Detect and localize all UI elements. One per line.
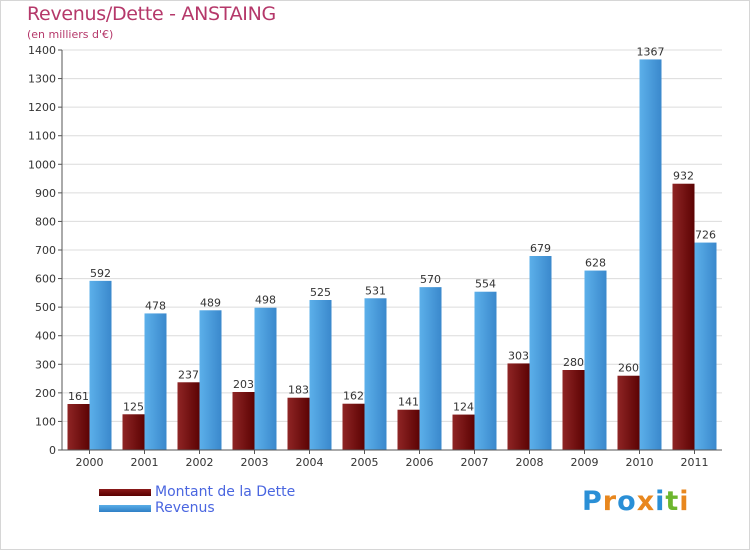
x-tick-label: 2004: [296, 456, 324, 469]
x-tick-label: 2003: [241, 456, 269, 469]
bar-debt-2008: [507, 363, 530, 450]
bar-debt-2004: [287, 397, 310, 450]
bar-revenue-2010: [639, 59, 662, 451]
logo-letter: o: [617, 486, 637, 517]
data-label-debt-2007: 124: [453, 401, 474, 414]
y-tick-label: 600: [35, 273, 56, 286]
y-tick-label: 1200: [28, 101, 56, 114]
bar-revenue-2000: [89, 280, 112, 450]
data-label-revenue-2009: 628: [585, 257, 606, 270]
bar-debt-2005: [342, 403, 365, 450]
x-tick-label: 2009: [571, 456, 599, 469]
bar-debt-2011: [672, 183, 695, 450]
y-tick-label: 1300: [28, 73, 56, 86]
data-label-debt-2000: 161: [68, 390, 89, 403]
bars: [67, 59, 717, 451]
legend-swatch-revenue: [99, 505, 151, 512]
bar-debt-2006: [397, 409, 420, 450]
data-label-debt-2001: 125: [123, 400, 144, 413]
data-label-revenue-2008: 679: [530, 242, 551, 255]
bar-debt-2000: [67, 404, 90, 450]
bar-debt-2009: [562, 370, 585, 450]
bar-revenue-2009: [584, 270, 607, 450]
bar-revenue-2005: [364, 298, 387, 450]
data-label-debt-2004: 183: [288, 384, 309, 397]
x-axis: 2000 2001 2002 2003 2004 2005 2006 2007 2008 2009…: [62, 449, 722, 469]
chart-subtitle: (en milliers d'€): [27, 28, 114, 41]
logo-letter: t: [665, 486, 680, 517]
data-label-revenue-2011: 726: [695, 229, 716, 242]
logo-letter: i: [655, 486, 666, 517]
logo-letter: i: [679, 486, 690, 517]
y-tick-label: 1000: [28, 158, 56, 171]
y-tick-label: 700: [35, 244, 56, 257]
legend-label-revenue: Revenus: [155, 500, 215, 516]
y-tick-label: 0: [49, 444, 56, 457]
y-tick-label: 900: [35, 187, 56, 200]
data-label-revenue-2007: 554: [475, 278, 496, 291]
x-tick-label: 2008: [516, 456, 544, 469]
data-label-debt-2002: 237: [178, 368, 199, 381]
bar-revenue-2004: [309, 300, 332, 450]
y-tick-label: 100: [35, 415, 56, 428]
data-label-debt-2003: 203: [233, 378, 254, 391]
x-tick-label: 2007: [461, 456, 489, 469]
logo-letter: r: [602, 486, 618, 517]
data-label-revenue-2003: 498: [255, 294, 276, 307]
data-label-revenue-2005: 531: [365, 284, 386, 297]
y-tick-label: 500: [35, 301, 56, 314]
logo-letter: x: [636, 486, 656, 517]
legend-swatch-debt: [99, 489, 151, 496]
bar-revenue-2001: [144, 313, 167, 450]
bar-revenue-2002: [199, 310, 222, 450]
chart-title: Revenus/Dette - ANSTAING: [27, 3, 276, 25]
bar-revenue-2011: [694, 242, 717, 450]
y-tick-label: 800: [35, 215, 56, 228]
data-label-revenue-2010: 1367: [637, 45, 665, 58]
y-tick-label: 300: [35, 358, 56, 371]
legend-label-debt: Montant de la Dette: [155, 484, 296, 500]
y-axis: 0 100 200 300 400 500 600 700 800 900 1000 1100 1200…: [28, 44, 63, 457]
bar-revenue-2003: [254, 307, 277, 450]
data-labels: 161 592 125 478 237 489 203 498 183 525 162 531 141 5…: [68, 45, 716, 413]
data-label-debt-2005: 162: [343, 390, 364, 403]
data-label-debt-2006: 141: [398, 396, 419, 409]
bar-debt-2010: [617, 375, 640, 450]
y-tick-label: 200: [35, 387, 56, 400]
data-label-debt-2011: 932: [673, 170, 694, 183]
x-tick-label: 2010: [626, 456, 654, 469]
data-label-debt-2009: 280: [563, 356, 584, 369]
logo-letter: P: [582, 486, 603, 517]
x-tick-label: 2011: [681, 456, 709, 469]
data-label-debt-2010: 260: [618, 362, 639, 375]
y-tick-label: 1100: [28, 130, 56, 143]
x-tick-label: 2006: [406, 456, 434, 469]
data-label-revenue-2006: 570: [420, 273, 441, 286]
x-tick-label: 2005: [351, 456, 379, 469]
bar-debt-2003: [232, 392, 255, 450]
bar-debt-2007: [452, 414, 475, 450]
y-tick-label: 400: [35, 330, 56, 343]
x-tick-label: 2001: [131, 456, 159, 469]
x-tick-label: 2000: [76, 456, 104, 469]
x-tick-label: 2002: [186, 456, 214, 469]
data-label-revenue-2002: 489: [200, 296, 221, 309]
data-label-revenue-2004: 525: [310, 286, 331, 299]
proxiti-logo: Proxiti: [582, 486, 690, 517]
y-tick-label: 1400: [28, 44, 56, 57]
data-label-debt-2008: 303: [508, 349, 529, 362]
data-label-revenue-2001: 478: [145, 299, 166, 312]
bar-debt-2001: [122, 414, 145, 450]
bar-debt-2002: [177, 382, 200, 450]
bar-revenue-2007: [474, 291, 497, 450]
bar-revenue-2008: [529, 256, 552, 450]
bar-revenue-2006: [419, 287, 442, 450]
data-label-revenue-2000: 592: [90, 267, 111, 280]
grid-lines: [62, 49, 722, 451]
